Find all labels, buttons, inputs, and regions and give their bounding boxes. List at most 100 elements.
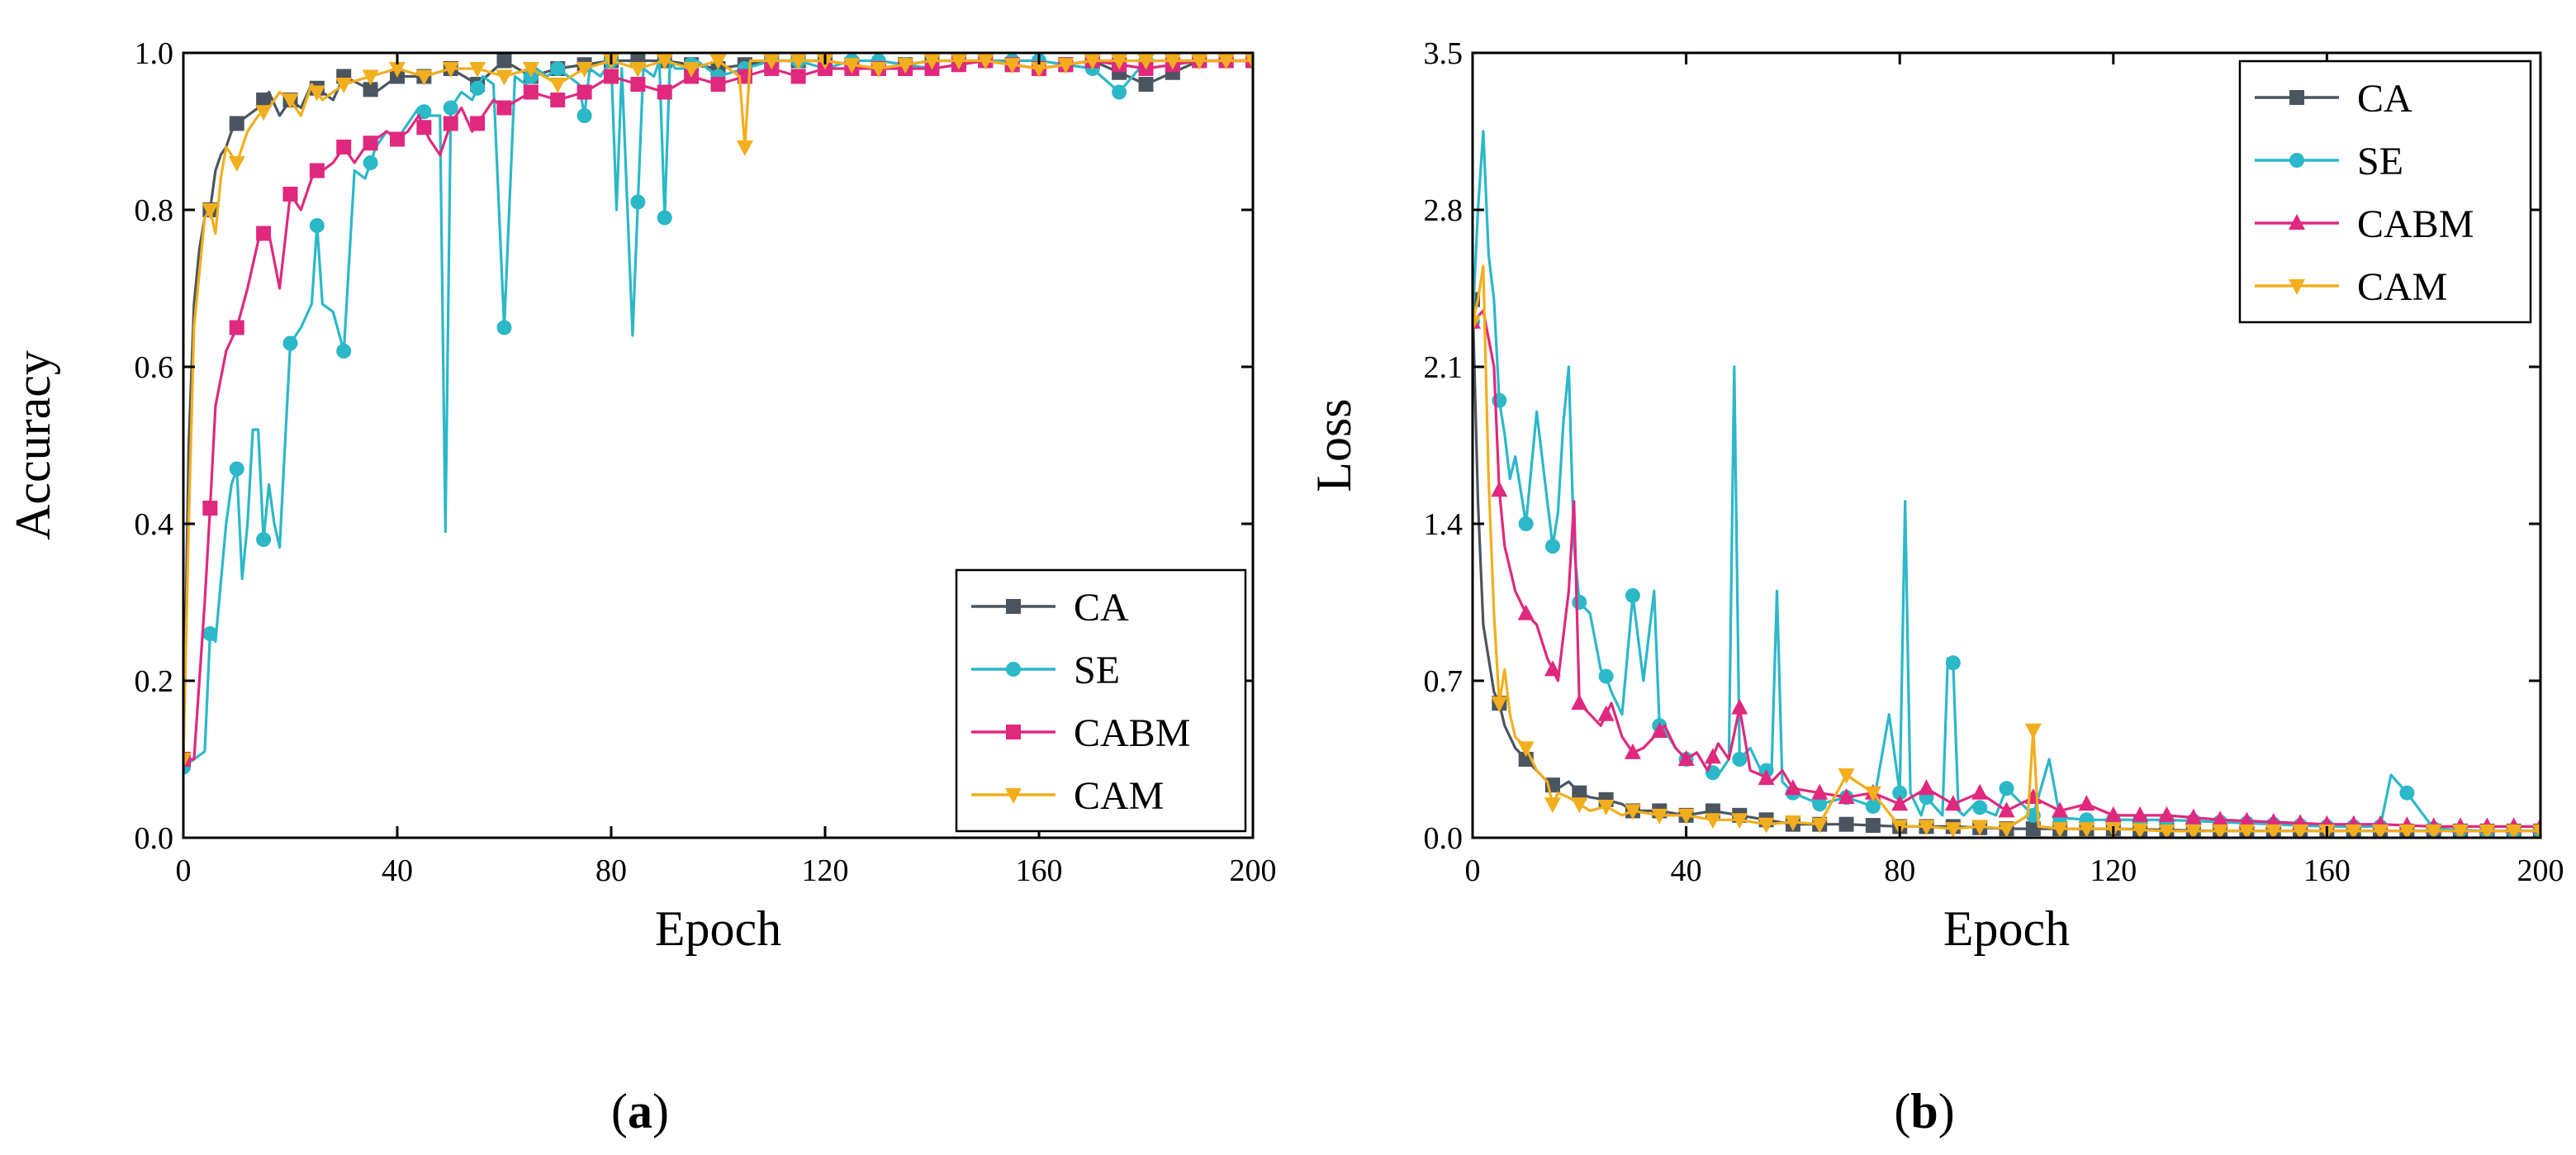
marker-cam [629,62,647,78]
marker-se [657,210,672,226]
y-tick-label: 0.2 [135,664,174,699]
legend-marker [1005,788,1022,804]
marker-cabm [443,116,458,131]
legend-label: CA [1074,586,1129,630]
marker-ca [1838,816,1854,832]
marker-cam [1491,696,1508,713]
chart-panel-b: 0 40 80 120 160 200 0.0 0.7 1.4 2.1 2.8 3.5 Epoch Los… [1307,36,2564,1138]
marker-cam [1164,54,1181,70]
marker-cam [1137,54,1155,70]
marker-cam [2452,824,2469,838]
marker-cabm [2132,806,2149,822]
marker-cam [1731,813,1748,829]
marker-cabm [1544,660,1561,677]
y-tick-label: 2.1 [1424,350,1464,385]
marker-cam [335,78,353,93]
marker-cabm [657,84,672,100]
marker-cam [1811,817,1829,834]
marker-cam [2372,824,2389,838]
marker-cabm [336,140,352,154]
legend: CA SE CABM CAM [955,568,1247,833]
marker-cam [1084,54,1101,70]
marker-se [630,194,646,210]
marker-cam [1758,817,1775,834]
x-tick-label: 80 [595,853,627,888]
legend-item-se: SE [2255,140,2403,183]
plot-frame [1471,51,2542,839]
x-tick-label: 80 [1884,853,1915,888]
y-tick-label: 0.6 [135,350,174,385]
marker-se [282,335,298,351]
marker-cam [2158,824,2175,838]
y-tick-label: 0.0 [1424,821,1464,856]
marker-ca [229,116,244,131]
marker-cabm [2185,808,2202,825]
marker-cabm [1731,698,1748,715]
marker-cabm [256,226,272,241]
y-tick-label: 0.4 [135,507,174,542]
marker-cam [1245,54,1253,70]
marker-cam [2185,824,2202,838]
marker-se [1572,595,1587,610]
marker-se [416,104,432,120]
marker-cam [389,62,406,78]
marker-cabm [2078,795,2095,811]
legend-marker [1006,662,1021,677]
marker-se [309,218,325,233]
marker-cam [549,78,567,93]
y-tick-label: 0.0 [135,821,174,856]
marker-cam [2479,824,2496,838]
marker-cabm [416,120,432,135]
marker-ca [1572,785,1587,801]
marker-cabm [470,116,486,131]
marker-cam [656,54,673,70]
marker-cam [870,62,887,78]
marker-se [202,626,218,641]
marker-ca [256,93,272,107]
marker-cabm [2238,811,2256,828]
legend-item-cam: CAM [2255,265,2447,309]
x-tick-label: 0 [176,853,192,888]
x-tick-label: 160 [2303,853,2351,888]
marker-cam [1544,797,1561,814]
marker-cam [977,54,994,70]
legend-box [2238,59,2532,324]
marker-cam [790,54,807,70]
marker-ca [1473,292,1480,307]
marker-cam [2292,824,2309,838]
marker-cam [763,54,780,70]
marker-cam [1517,741,1535,758]
x-tick-label: 120 [802,853,849,888]
marker-cam [709,54,727,70]
marker-cam [1003,58,1021,74]
x-tick-label: 0 [1465,853,1481,888]
marker-ca [1138,77,1154,92]
marker-cabm [630,77,646,92]
marker-cam [2078,822,2095,838]
marker-cabm [1918,779,1935,796]
marker-se [1812,796,1828,812]
marker-cabm [1891,795,1909,811]
marker-se [363,155,378,170]
marker-ca [496,53,512,69]
marker-cabm [202,501,218,516]
marker-cam [950,54,967,70]
y-tick-label: 2.8 [1424,193,1464,228]
marker-cabm [1811,783,1829,800]
marker-cam [576,62,593,78]
y-tick-label: 1.4 [1424,507,1464,542]
marker-se [1518,516,1534,531]
marker-cam [255,105,273,121]
legend-item-cam: CAM [971,774,1164,818]
marker-cam [2505,824,2522,838]
marker-se [2399,785,2415,801]
marker-cabm [604,69,619,84]
marker-cam [2532,824,2540,838]
marker-cabm [1838,788,1855,805]
marker-cabm [2158,806,2175,822]
marker-cam [1651,808,1668,825]
legend-label: SE [2357,140,2403,183]
marker-cabm [790,69,806,84]
marker-cabm [390,131,405,147]
